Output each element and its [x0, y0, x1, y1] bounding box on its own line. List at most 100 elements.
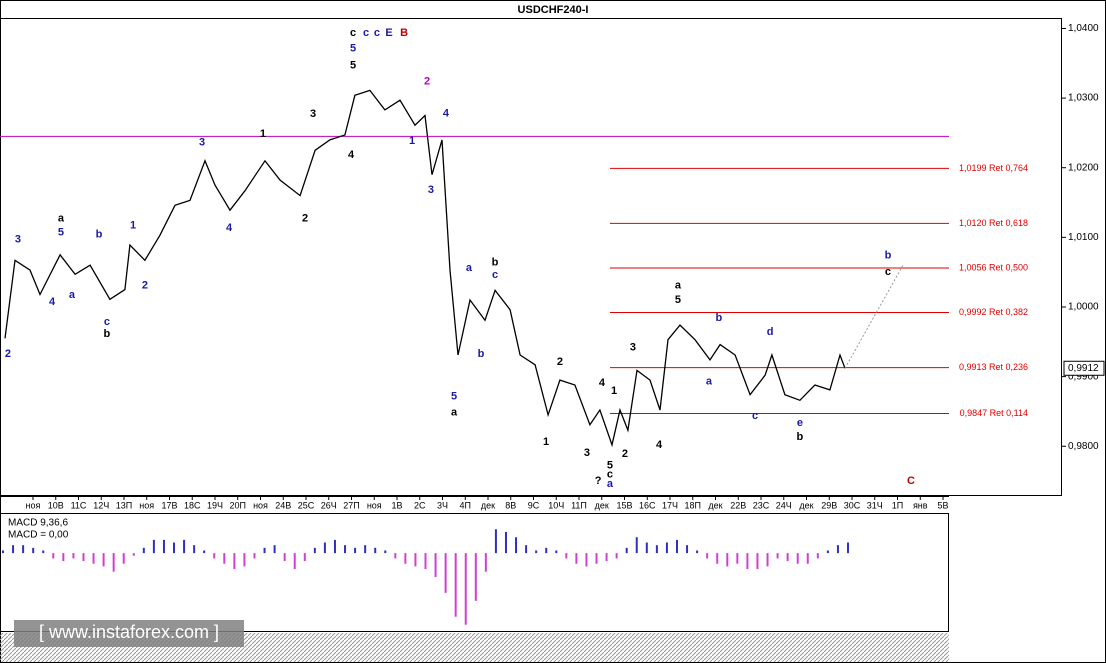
x-tick-label: 10Ч [548, 500, 564, 510]
wave-label: 2 [302, 212, 308, 224]
macd-bar [847, 542, 849, 554]
wave-label: a [58, 212, 65, 224]
x-tick-label: 24В [275, 500, 291, 510]
wave-label: 4 [49, 296, 56, 308]
y-tick-label: 1,0000 [1068, 302, 1099, 313]
macd-bar [173, 542, 176, 554]
macd-bar [535, 550, 538, 554]
x-tick-label: 1В [391, 500, 402, 510]
wave-label: 4 [348, 149, 355, 161]
macd-subtitle: MACD = 0,00 [8, 530, 69, 541]
x-tick-label: 24Ч [776, 500, 792, 510]
wave-label: a [466, 262, 473, 274]
wave-label: e [797, 417, 803, 429]
x-tick-label: 15В [616, 500, 632, 510]
macd-bar [665, 542, 668, 554]
x-tick-label: дек [481, 500, 495, 510]
x-tick-label: 1П [892, 500, 903, 510]
macd-bar [203, 550, 206, 554]
macd-frame [0, 513, 949, 632]
macd-bar [565, 553, 568, 559]
wave-label: a [607, 478, 614, 490]
wave-label: c [492, 269, 498, 281]
wave-label: 1 [611, 385, 617, 397]
x-tick-label: 10В [48, 500, 64, 510]
macd-bar [706, 553, 709, 559]
macd-bar [303, 553, 306, 562]
macd-bar [283, 553, 286, 562]
macd-bar [696, 550, 699, 554]
wave-label: c [363, 27, 369, 39]
macd-bar [484, 553, 487, 572]
x-tick-label: 26Ч [321, 500, 337, 510]
y-tick-label: 0,9800 [1068, 441, 1099, 452]
x-tick-label: 8В [505, 500, 516, 510]
macd-bar [162, 539, 165, 554]
macd-bar [464, 553, 467, 625]
watermark-box [14, 620, 244, 647]
macd-bar [826, 550, 829, 554]
wave-label: a [69, 289, 76, 301]
macd-bar [675, 539, 678, 554]
wave-label: E [385, 27, 392, 39]
macd-bar [454, 553, 457, 617]
macd-bar [183, 539, 186, 554]
wave-label: b [104, 328, 111, 340]
x-tick-label: 20П [230, 500, 246, 510]
x-tick-label: ноя [139, 500, 154, 510]
macd-bar [545, 547, 548, 554]
wave-label: c [350, 27, 356, 39]
fib-label: 0,9992 Ret 0,382 [959, 307, 1028, 317]
fib-label: 1,0120 Ret 0,618 [959, 218, 1028, 228]
macd-bar [504, 531, 507, 554]
x-tick-label: 3Ч [437, 500, 448, 510]
fib-label: 1,0056 Ret 0,500 [959, 262, 1028, 272]
x-tick-label: ноя [253, 500, 268, 510]
wave-label: 5 [350, 43, 356, 55]
macd-bar [555, 550, 558, 554]
x-tick-label: янв [913, 500, 928, 510]
macd-bar [52, 553, 55, 559]
macd-bar [625, 547, 628, 554]
x-tick-label: 2С [414, 500, 426, 510]
macd-bar [193, 545, 196, 554]
macd-bar [152, 539, 155, 554]
x-tick-label: 11П [571, 500, 587, 510]
wave-label: 1 [543, 436, 549, 448]
wave-label: b [885, 249, 892, 261]
macd-bar [615, 553, 618, 559]
macd-bar [132, 553, 135, 556]
x-tick-label: 29В [821, 500, 837, 510]
wave-label: 5 [350, 59, 356, 71]
macd-bar [806, 553, 809, 564]
wave-label: 4 [599, 377, 606, 389]
macd-bar [293, 553, 296, 570]
macd-bar [233, 553, 236, 570]
macd-bar [122, 553, 125, 564]
macd-bar [645, 542, 648, 554]
macd-bar [494, 529, 497, 554]
wave-label: c [885, 266, 891, 278]
x-tick-label: 17Ч [662, 500, 678, 510]
wave-label: 3 [15, 233, 21, 245]
x-tick-label: 9С [528, 500, 540, 510]
macd-bar [756, 553, 759, 570]
macd-bar [595, 553, 598, 564]
macd-bar [424, 553, 427, 570]
macd-bar [22, 545, 25, 554]
plot-frame [0, 18, 1062, 496]
wave-label: 1 [130, 219, 136, 231]
macd-bar [374, 547, 377, 554]
wave-label: b [716, 312, 723, 324]
wave-label: ? [595, 475, 602, 487]
wave-label: b [478, 348, 485, 360]
macd-bar [354, 547, 357, 554]
macd-title: MACD 9,36,6 [8, 518, 68, 529]
wave-label: 2 [424, 75, 430, 87]
macd-bar [474, 553, 477, 601]
wave-label: c [752, 410, 758, 422]
wave-label: 3 [428, 184, 434, 196]
wave-label: 2 [5, 348, 11, 360]
